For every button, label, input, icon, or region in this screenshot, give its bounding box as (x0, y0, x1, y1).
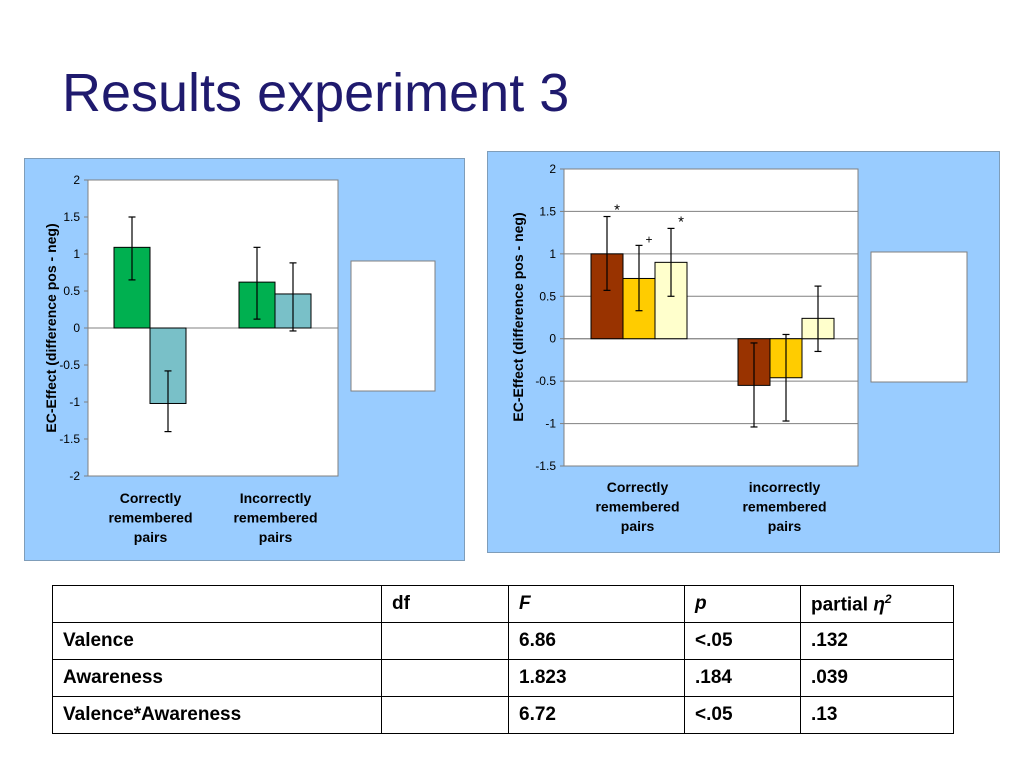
x-category-label: incorrectly (749, 479, 821, 495)
table-cell: Valence (52, 622, 382, 660)
table-cell (381, 696, 509, 734)
table-cell: Awareness (52, 659, 382, 697)
y-tick-label: 1.5 (63, 210, 80, 224)
table-cell (381, 659, 509, 697)
table-row: Valence 6.86 <.05 .132 (52, 622, 954, 660)
y-tick-label: 0.5 (539, 289, 556, 303)
table-cell: <.05 (684, 622, 801, 660)
header-eta-superscript: 2 (884, 591, 892, 606)
y-tick-label: 2 (549, 162, 556, 176)
header-cell-df: df (381, 585, 509, 623)
x-category-label: remembered (742, 499, 826, 515)
table-cell: 1.823 (508, 659, 685, 697)
x-category-label: remembered (108, 510, 192, 526)
header-cell-p: p (684, 585, 801, 623)
y-tick-label: 1 (549, 247, 556, 261)
x-category-label: pairs (621, 518, 655, 534)
table-header-row: df F p partial η2 (52, 585, 954, 623)
table-cell (381, 622, 509, 660)
y-tick-label: -1 (69, 395, 80, 409)
y-tick-label: -1.5 (59, 432, 80, 446)
y-tick-label: 0.5 (63, 284, 80, 298)
legend-box (870, 251, 968, 383)
significance-marker: * (678, 213, 684, 230)
table-row: Awareness 1.823 .184 .039 (52, 659, 954, 697)
y-tick-label: -2 (69, 469, 80, 483)
x-category-label: pairs (134, 529, 168, 545)
x-category-label: remembered (595, 499, 679, 515)
y-tick-label: -0.5 (59, 358, 80, 372)
significance-marker: * (614, 202, 620, 219)
x-category-label: Correctly (607, 479, 669, 495)
y-tick-label: 0 (549, 332, 556, 346)
header-eta-symbol: η (873, 594, 885, 616)
header-cell-f: F (508, 585, 685, 623)
slide-title: Results experiment 3 (62, 63, 570, 123)
y-tick-label: -1 (545, 417, 556, 431)
header-cell-partial-eta: partial η2 (800, 585, 954, 623)
table-cell: Valence*Awareness (52, 696, 382, 734)
table-cell: <.05 (684, 696, 801, 734)
table-cell: .132 (800, 622, 954, 660)
y-tick-label: 0 (73, 321, 80, 335)
chart-valence-by-memory: -2 -1.5 -1 -0.5 0 0.5 1 1.5 2 Correctly remembered… (24, 158, 465, 561)
y-axis-label: EC-Effect (difference pos - neg) (510, 212, 526, 421)
x-category-label: pairs (768, 518, 802, 534)
header-partial-text: partial (811, 594, 874, 616)
table-cell: .039 (800, 659, 954, 697)
anova-table: df F p partial η2 Valence 6.86 <.05 .132… (52, 585, 954, 734)
table-cell: 6.72 (508, 696, 685, 734)
x-category-label: pairs (259, 529, 293, 545)
x-category-label: Correctly (120, 490, 182, 506)
significance-marker: + (645, 232, 652, 246)
y-axis-label: EC-Effect (difference pos - neg) (43, 223, 59, 432)
y-tick-label: 1.5 (539, 204, 556, 218)
y-tick-label: -0.5 (535, 374, 556, 388)
chart-task-by-memory: -1.5 -1 -0.5 0 0.5 1 1.5 2 * + * Correctly remembere… (487, 151, 1000, 553)
bar-positive (113, 246, 151, 329)
legend-box (350, 260, 436, 392)
table-cell: 6.86 (508, 622, 685, 660)
y-tick-label: 2 (73, 173, 80, 187)
header-cell-blank (52, 585, 382, 623)
table-cell: .184 (684, 659, 801, 697)
y-tick-label: -1.5 (535, 459, 556, 473)
table-cell: .13 (800, 696, 954, 734)
table-row: Valence*Awareness 6.72 <.05 .13 (52, 696, 954, 734)
x-category-label: Incorrectly (240, 490, 312, 506)
y-tick-label: 1 (73, 247, 80, 261)
x-category-label: remembered (233, 510, 317, 526)
